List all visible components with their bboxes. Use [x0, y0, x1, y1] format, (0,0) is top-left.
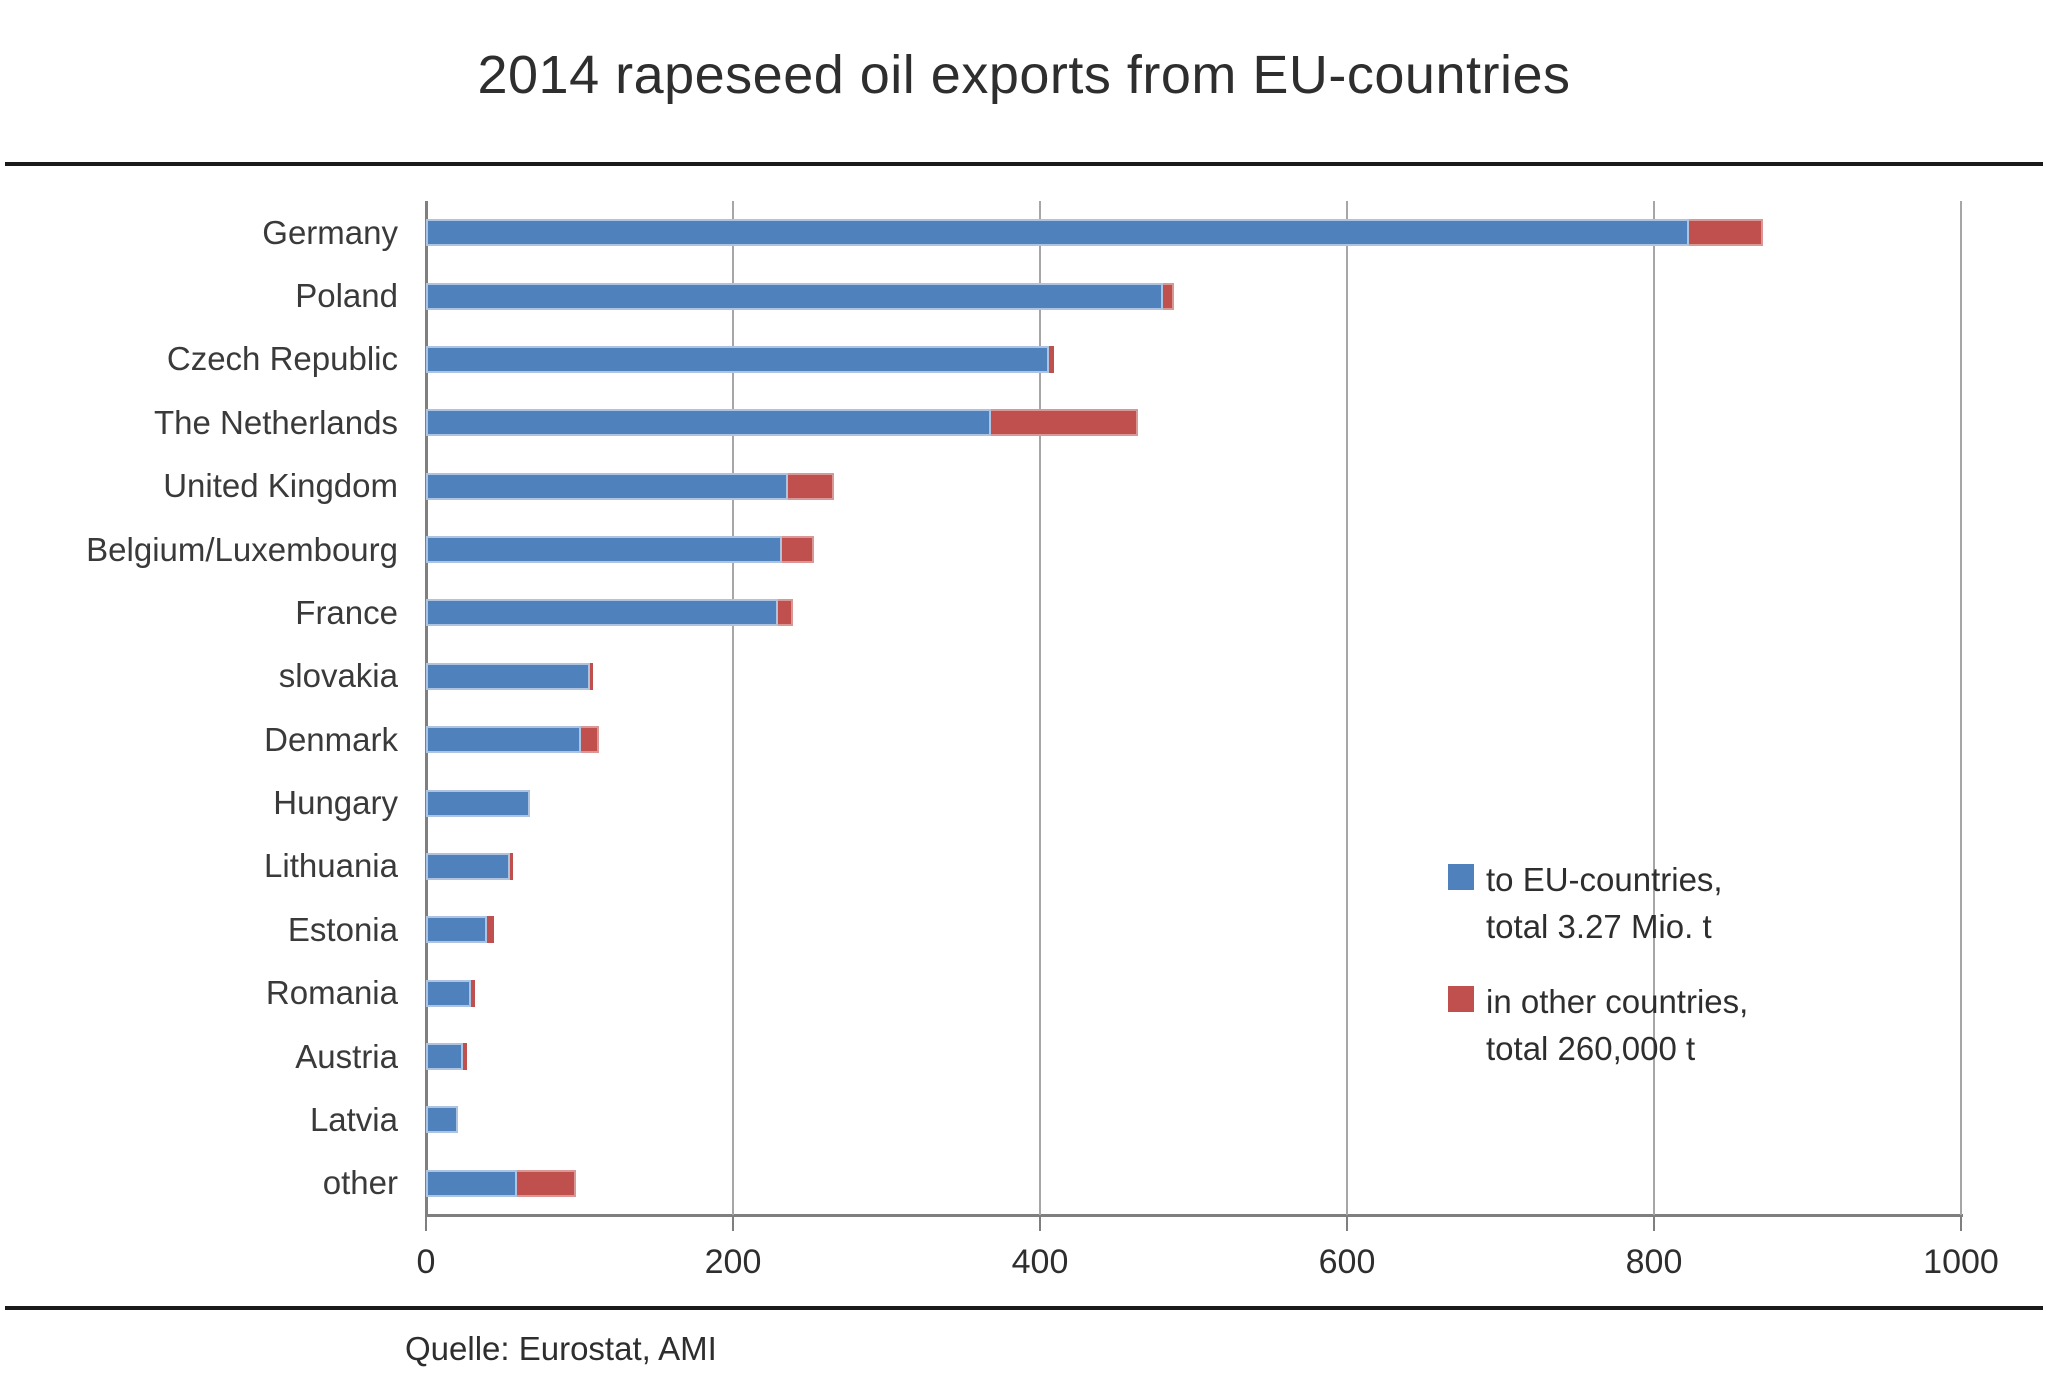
category-label: Latvia — [309, 1100, 398, 1138]
bar-segment-eu — [426, 1043, 463, 1071]
bar-segment-other — [990, 409, 1139, 437]
bar-row-lithuania — [426, 852, 1961, 880]
category-label: Hungary — [273, 784, 398, 822]
x-axis-ticks: 0 200 400 600 800 1000 — [417, 1215, 1999, 1295]
bar-row-romania — [426, 979, 1961, 1007]
chart-title: 2014 rapeseed oil exports from EU-countr… — [477, 45, 1571, 105]
bar-segment-other — [1049, 345, 1054, 373]
legend-swatch-other-icon — [1448, 986, 1474, 1012]
category-label: Germany — [262, 213, 398, 251]
bar-segment-other — [1162, 282, 1174, 310]
bar-segment-other — [470, 979, 476, 1007]
category-labels: Germany Poland Czech Republic The Netherlan… — [0, 201, 398, 1215]
bar-row-hungary — [426, 789, 1961, 817]
bar-segment-eu — [426, 345, 1050, 373]
bar-segment-eu — [426, 409, 991, 437]
bar-segment-eu — [426, 916, 488, 944]
category-label: Lithuania — [264, 847, 398, 885]
legend-label-other: in other countries, total 260,000 t — [1486, 983, 1749, 1067]
bar-row-poland — [426, 282, 1961, 310]
bar-row-czech-republic — [426, 345, 1961, 373]
bar-row-belgium-luxembourg — [426, 536, 1961, 564]
bar-segment-eu — [426, 662, 591, 690]
legend-label-eu: to EU-countries, total 3.27 Mio. t — [1486, 861, 1723, 945]
bar-row-france — [426, 599, 1961, 627]
bar-segment-eu — [426, 599, 778, 627]
bar-segment-other — [581, 726, 600, 754]
category-label: Romania — [265, 974, 398, 1012]
bar-segment-eu — [426, 852, 511, 880]
bar-row-latvia — [426, 1106, 1961, 1134]
bar-row-united-kingdom — [426, 472, 1961, 500]
top-rule — [5, 162, 2043, 166]
bar-segment-eu — [426, 219, 1690, 247]
x-tick-mark-400 — [1039, 1215, 1041, 1231]
gridline-1000 — [1960, 201, 1962, 1215]
bar-segment-other — [462, 1043, 468, 1071]
category-label: Czech Republic — [166, 340, 398, 378]
x-tick-mark-800 — [1653, 1215, 1655, 1231]
category-label: other — [322, 1164, 398, 1202]
gridline-200 — [732, 201, 734, 1215]
plot-area — [425, 201, 1962, 1215]
source-note: Quelle: Eurostat, AMI — [405, 1330, 717, 1367]
legend: to EU-countries, total 3.27 Mio. t in ot… — [1448, 856, 1748, 1100]
category-label: France — [295, 593, 398, 631]
bar-row-germany — [426, 219, 1961, 247]
bar-segment-other — [510, 852, 514, 880]
category-label: Denmark — [264, 720, 398, 758]
x-tick-label-800: 800 — [1625, 1243, 1683, 1281]
bar-row-the-netherlands — [426, 409, 1961, 437]
x-tick-label-600: 600 — [1318, 1243, 1376, 1281]
bar-segment-eu — [426, 1106, 459, 1134]
bar-row-denmark — [426, 726, 1961, 754]
bar-segment-other — [590, 662, 594, 690]
x-tick-mark-1000 — [1960, 1215, 1962, 1231]
legend-item-other: in other countries, total 260,000 t — [1448, 978, 1748, 1072]
bar-segment-eu — [426, 789, 531, 817]
category-label: Poland — [295, 277, 398, 315]
category-label: Belgium/Luxembourg — [86, 530, 398, 568]
bar-row-other — [426, 1169, 1961, 1197]
x-tick-label-1000: 1000 — [1923, 1243, 1999, 1281]
x-tick-mark-0 — [425, 1215, 427, 1231]
x-tick-label-200: 200 — [704, 1243, 762, 1281]
category-label: The Netherlands — [154, 403, 398, 441]
gridline-400 — [1039, 201, 1041, 1215]
x-tick-mark-600 — [1346, 1215, 1348, 1231]
legend-item-eu: to EU-countries, total 3.27 Mio. t — [1448, 856, 1748, 950]
category-label: United Kingdom — [163, 467, 398, 505]
bar-row-estonia — [426, 916, 1961, 944]
x-axis-line — [425, 1214, 1963, 1217]
gridline-800 — [1653, 201, 1655, 1215]
y-axis-line — [425, 201, 428, 1215]
x-tick-label-400: 400 — [1011, 1243, 1069, 1281]
category-label: Austria — [295, 1037, 398, 1075]
bar-segment-eu — [426, 282, 1163, 310]
category-label: slovakia — [278, 657, 398, 695]
legend-swatch-eu-icon — [1448, 864, 1474, 890]
bar-segment-eu — [426, 536, 783, 564]
bar-segment-other — [782, 536, 815, 564]
bar-segment-eu — [426, 472, 789, 500]
bar-row-austria — [426, 1043, 1961, 1071]
bar-row-slovakia — [426, 662, 1961, 690]
bar-segment-other — [788, 472, 835, 500]
bar-segment-other — [487, 916, 494, 944]
x-tick-label-0: 0 — [416, 1243, 436, 1281]
category-label: Estonia — [287, 910, 398, 948]
bar-segment-eu — [426, 726, 582, 754]
bar-segment-other — [1689, 219, 1763, 247]
gridline-600 — [1346, 201, 1348, 1215]
bottom-rule — [5, 1306, 2043, 1310]
x-tick-mark-200 — [732, 1215, 734, 1231]
bar-segment-eu — [426, 1169, 517, 1197]
bar-segment-other — [516, 1169, 577, 1197]
bar-segment-eu — [426, 979, 471, 1007]
bar-segment-other — [777, 599, 793, 627]
